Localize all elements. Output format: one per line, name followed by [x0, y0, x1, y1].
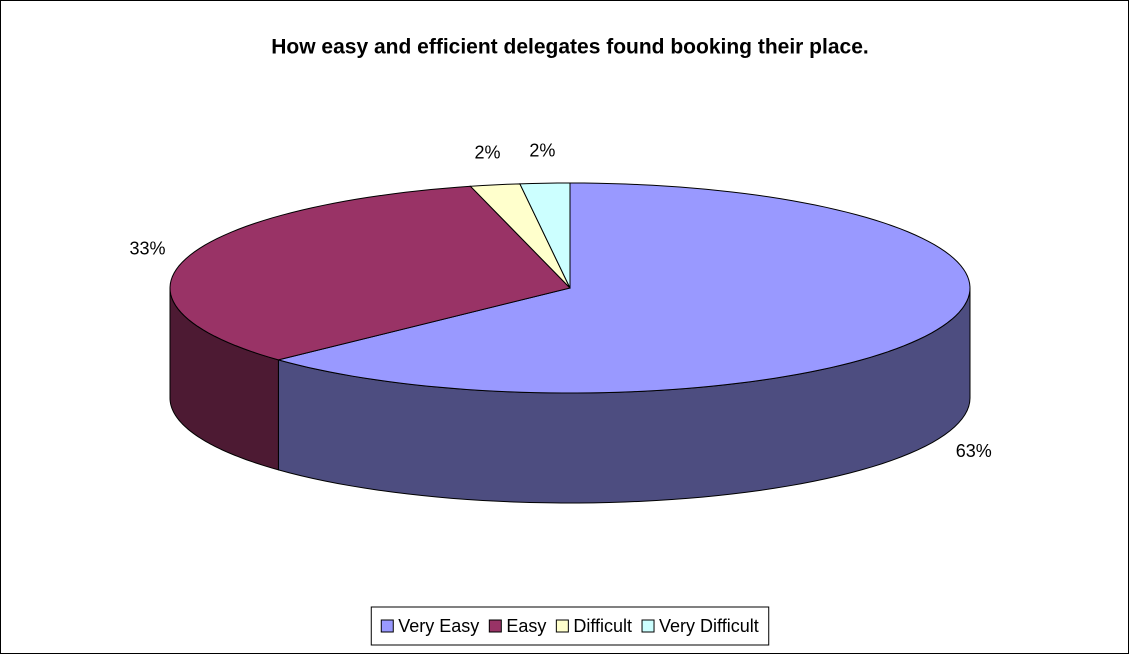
legend-label: Very Easy [398, 616, 479, 636]
legend-swatch [380, 619, 394, 633]
legend-swatch [641, 619, 655, 633]
legend-box [370, 606, 770, 646]
data-label: 33% [129, 239, 165, 259]
legend-swatch [555, 619, 569, 633]
legend-label: Very Difficult [659, 616, 759, 636]
pie-slice [519, 182, 571, 289]
legend-swatch [488, 619, 502, 633]
legend-label: Difficult [573, 616, 632, 636]
data-label: 63% [956, 441, 992, 461]
pie-slice [278, 182, 971, 394]
pie-slice [169, 185, 571, 361]
data-label: 2% [475, 143, 501, 163]
legend-label: Easy [506, 616, 546, 636]
data-label: 2% [529, 141, 555, 161]
legend: Very Easy Easy Difficult Very Difficult [370, 606, 770, 646]
chart-title: How easy and efficient delegates found b… [271, 36, 868, 59]
